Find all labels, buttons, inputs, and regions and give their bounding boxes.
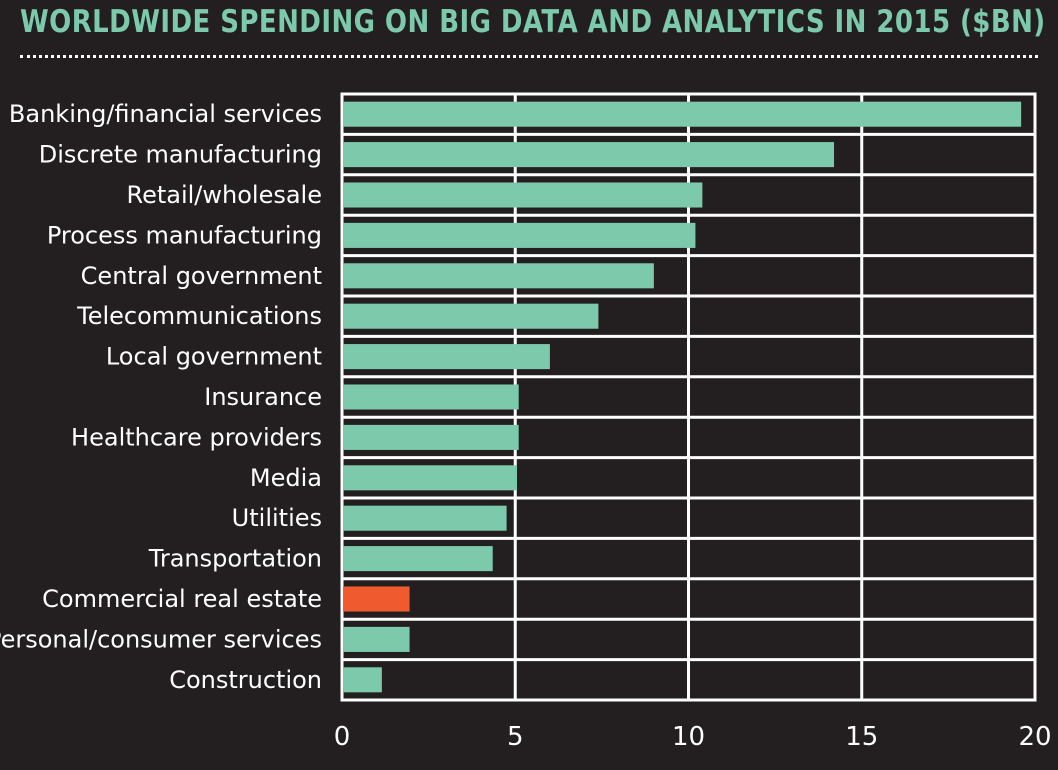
category-label: Local government [106,343,322,371]
category-label: Utilities [232,504,322,532]
chart-title: WORLDWIDE SPENDING ON BIG DATA AND ANALY… [20,4,1046,40]
category-label: Central government [81,262,322,290]
x-tick-label: 15 [845,722,878,752]
tick-label-layer: 0 5 10 15 20 [334,722,1052,752]
category-label: Discrete manufacturing [39,141,322,169]
bar-9 [343,465,517,491]
title-divider [20,55,1038,58]
bar-10 [343,505,507,531]
category-label: Commercial real estate [42,585,322,613]
category-label: Process manufacturing [47,221,322,249]
category-label: Retail/wholesale [126,181,322,209]
bar-7 [343,384,519,410]
x-tick-label: 5 [507,722,524,752]
category-label: Personal/consumer services [0,625,322,653]
bar-3 [343,222,696,248]
category-label: Telecommunications [76,302,322,330]
category-label: Insurance [204,383,322,411]
category-label: Media [250,464,322,492]
category-label-layer: Banking/financial services Discrete manuf… [0,100,322,694]
category-label: Construction [169,666,322,694]
x-tick-label: 20 [1018,722,1051,752]
bar-5 [343,303,599,329]
bar-1 [343,142,835,168]
bar-14 [343,667,382,693]
bar-12 [343,586,410,612]
bar-11 [343,546,493,572]
bar-13 [343,626,410,652]
bar-6 [343,344,550,370]
x-tick-label: 10 [672,722,705,752]
bar-8 [343,424,519,450]
grid-layer [340,92,1037,702]
bar-2 [343,182,703,208]
category-label: Transportation [148,545,322,573]
x-tick-label: 0 [334,722,351,752]
category-label: Banking/financial services [9,100,322,128]
category-label: Healthcare providers [71,423,322,451]
bar-0 [343,101,1022,127]
bar-layer [343,101,1022,693]
bar-4 [343,263,654,289]
